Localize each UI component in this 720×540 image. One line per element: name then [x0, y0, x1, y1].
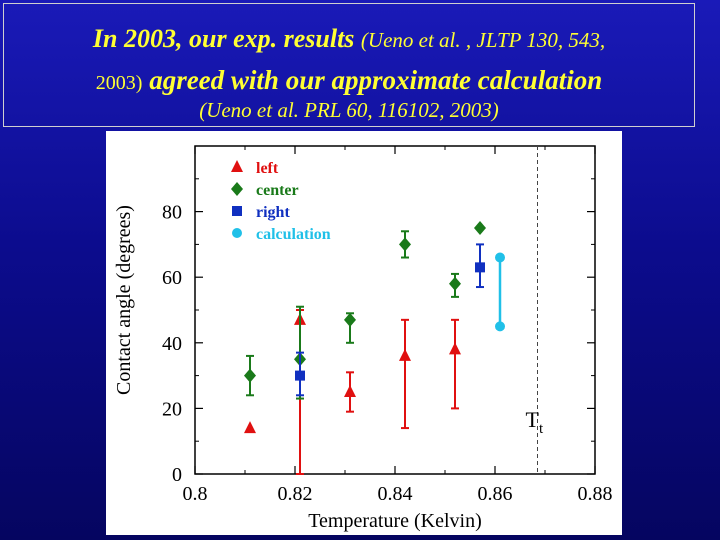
title-line-1-main: In 2003, our exp. results: [92, 24, 355, 53]
data-point-center: [474, 221, 486, 235]
title-line-2-reference: 2003): [95, 72, 143, 94]
data-point-left: [449, 342, 461, 355]
legend-marker-left: [231, 160, 243, 172]
title-line-1-reference: (Ueno et al. , JLTP 130, 543,: [360, 28, 606, 52]
legend: left center right calculation: [231, 160, 331, 243]
chart-panel: 0 20 40 60 80 0.8 0.82 0.84 0.86 0.88 Temperature …: [106, 131, 622, 535]
series-right: [295, 243, 485, 397]
triple-point-label: Tt: [526, 407, 544, 437]
data-point-left: [344, 385, 356, 397]
data-point-center: [244, 368, 256, 383]
data-point-left: [244, 421, 256, 434]
x-tick-label: 0.84: [378, 483, 413, 505]
series-calculation: [495, 252, 505, 332]
series-left: [244, 309, 461, 475]
data-point-left: [399, 348, 411, 361]
x-tick-label: 0.88: [578, 483, 613, 505]
y-tick-label: 80: [162, 202, 182, 224]
title-line-2: 2003) agreed with our approximate calcul…: [4, 65, 694, 96]
legend-label-calculation: calculation: [256, 226, 331, 243]
title-line-2-main: agreed with our approximate calculation: [149, 65, 603, 95]
legend-marker-center: [231, 182, 243, 196]
legend-marker-calculation: [232, 228, 242, 238]
x-axis-label: Temperature (Kelvin): [308, 510, 482, 532]
title-line-1: In 2003, our exp. results (Ueno et al. ,…: [4, 24, 694, 54]
y-tick-label: 0: [172, 464, 182, 486]
x-tick-label: 0.8: [183, 483, 208, 505]
slide-title-box: In 2003, our exp. results (Ueno et al. ,…: [3, 3, 695, 127]
legend-label-center: center: [256, 182, 299, 199]
data-point-right: [475, 262, 485, 273]
legend-label-left: left: [256, 160, 279, 177]
data-point-right: [295, 370, 305, 381]
data-point-center: [399, 237, 411, 252]
y-tick-label: 60: [162, 267, 182, 289]
data-point-calculation: [495, 321, 505, 332]
legend-marker-right: [232, 206, 242, 216]
x-tick-label: 0.82: [278, 483, 313, 505]
y-axis-label: Contact angle (degrees): [113, 205, 135, 395]
legend-label-right: right: [256, 204, 290, 221]
contact-angle-chart: 0 20 40 60 80 0.8 0.82 0.84 0.86 0.88 Temperature …: [113, 145, 613, 532]
data-point-center: [344, 312, 356, 327]
series-center: [244, 221, 486, 400]
data-point-center: [449, 276, 461, 291]
title-line-3-reference: (Ueno et al. PRL 60, 116102, 2003): [199, 98, 499, 122]
x-tick-label: 0.86: [478, 483, 513, 505]
y-tick-label: 20: [162, 398, 182, 420]
data-point-calculation: [495, 252, 505, 263]
y-tick-label: 40: [162, 333, 182, 355]
